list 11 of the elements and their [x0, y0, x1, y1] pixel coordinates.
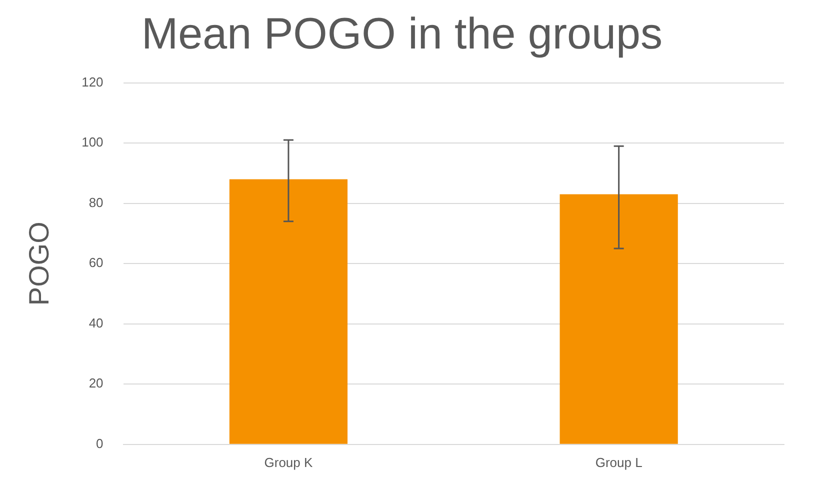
y-axis-title: POGO: [24, 222, 55, 306]
chart-title: Mean POGO in the groups: [142, 10, 662, 59]
y-tick-label: 100: [82, 134, 104, 150]
y-tick-label: 80: [88, 194, 104, 210]
x-tick-label: Group L: [595, 454, 642, 470]
y-tick-label: 60: [88, 255, 104, 270]
y-tick-label: 120: [82, 74, 104, 90]
y-tick-label: 40: [88, 315, 104, 330]
x-tick-label: Group K: [264, 454, 313, 470]
y-tick-label: 20: [88, 376, 104, 391]
y-tick-label: 0: [96, 436, 104, 451]
